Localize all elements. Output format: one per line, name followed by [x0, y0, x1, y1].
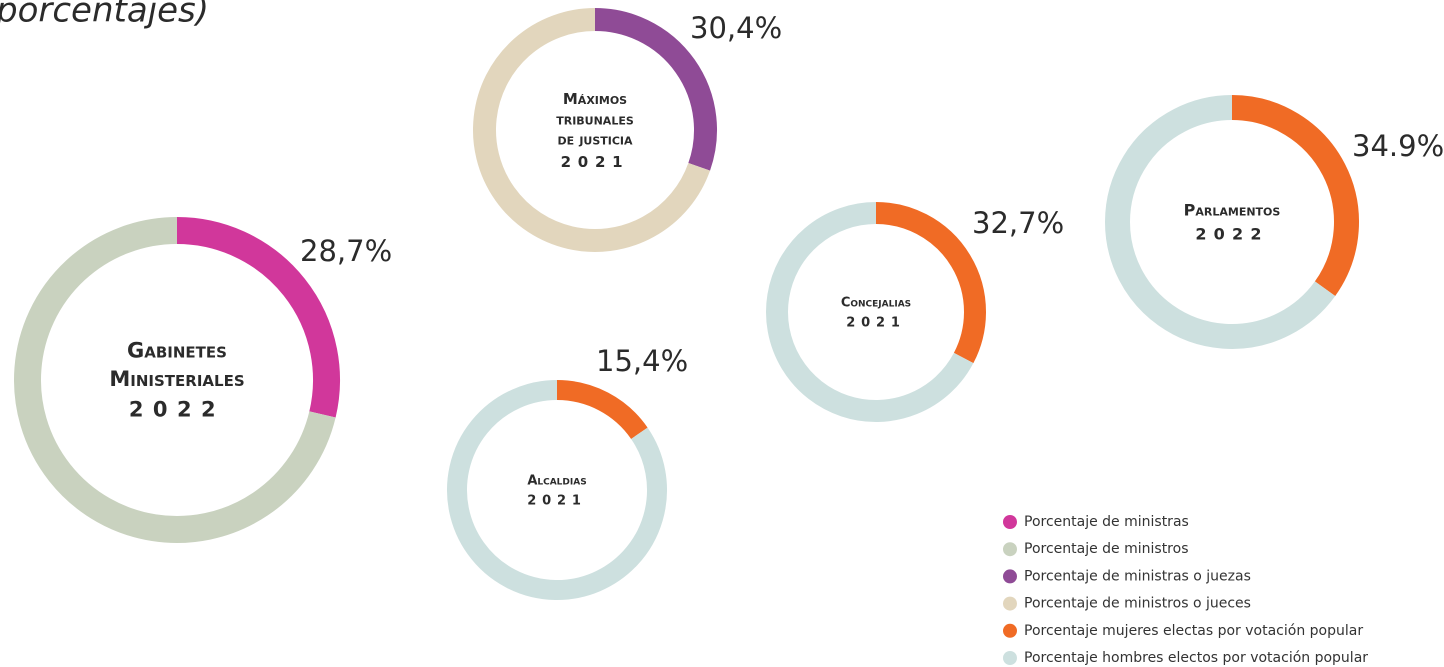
value-label: 15,4% — [596, 344, 688, 378]
center-year: 2021 — [527, 493, 587, 508]
title-fragment: porcentajes) — [0, 0, 209, 31]
donut-segment — [875, 202, 986, 364]
value-label: 30,4% — [690, 11, 782, 45]
center-year: 2022 — [1195, 224, 1268, 243]
value-label: 28,7% — [300, 234, 392, 268]
value-label: 32,7% — [972, 206, 1064, 240]
center-year: 2022 — [129, 397, 225, 421]
legend-swatch — [1003, 515, 1017, 529]
donut-segment — [556, 380, 648, 440]
legend-label: Porcentaje de ministros — [1024, 541, 1189, 557]
donut-segment — [176, 217, 340, 418]
legend-label: Porcentaje de ministros o jueces — [1024, 596, 1251, 612]
legend-swatch — [1003, 623, 1017, 638]
center-title: Ministeriales — [109, 367, 244, 391]
donut-segment — [766, 202, 974, 422]
donut-segment — [1105, 95, 1336, 349]
center-title: de justicia — [557, 131, 633, 149]
donut-segment — [1231, 95, 1359, 296]
center-title: Gabinetes — [127, 339, 227, 363]
legend-swatch — [1003, 596, 1017, 611]
center-title: Alcaldias — [527, 474, 586, 489]
legend-label: Porcentaje mujeres electas por votación … — [1024, 623, 1363, 639]
center-year: 2021 — [561, 153, 630, 171]
donut-segment — [14, 217, 336, 543]
legend-swatch — [1003, 569, 1017, 584]
donut-segment — [447, 380, 667, 600]
donut-segment — [594, 8, 717, 171]
legend-label: Porcentaje de ministras o juezas — [1024, 568, 1251, 584]
legend-label: Porcentaje de ministras — [1024, 514, 1189, 530]
donut-segment — [473, 8, 711, 252]
legend-label: Porcentaje hombres electos por votación … — [1024, 650, 1368, 666]
value-label: 34.9% — [1352, 129, 1444, 163]
legend-swatch — [1003, 542, 1017, 557]
center-title: Parlamentos — [1184, 201, 1281, 220]
center-title: tribunales — [556, 110, 634, 128]
center-title: Máximos — [563, 90, 627, 108]
center-title: Concejalias — [841, 296, 911, 311]
center-year: 2021 — [846, 315, 906, 330]
legend-swatch — [1003, 651, 1017, 665]
